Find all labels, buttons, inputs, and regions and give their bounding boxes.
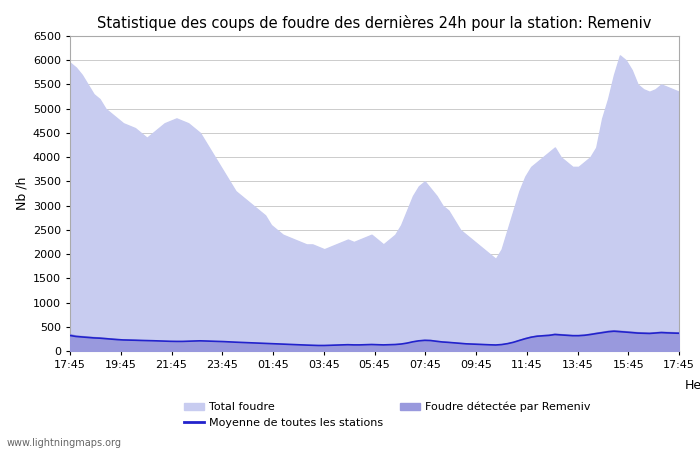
Text: Heure: Heure (685, 379, 700, 392)
Y-axis label: Nb /h: Nb /h (15, 177, 29, 210)
Title: Statistique des coups de foudre des dernières 24h pour la station: Remeniv: Statistique des coups de foudre des dern… (97, 15, 652, 31)
Text: www.lightningmaps.org: www.lightningmaps.org (7, 438, 122, 448)
Legend: Total foudre, Moyenne de toutes les stations, Foudre détectée par Remeniv: Total foudre, Moyenne de toutes les stat… (179, 397, 596, 432)
